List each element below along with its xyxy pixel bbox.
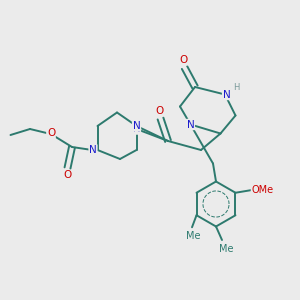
Text: N: N: [223, 89, 230, 100]
Text: N: N: [187, 119, 194, 130]
Text: O: O: [155, 106, 163, 116]
Text: O: O: [63, 170, 72, 181]
Text: O: O: [179, 55, 187, 65]
Text: OMe: OMe: [251, 185, 274, 195]
Text: Me: Me: [186, 231, 201, 241]
Text: H: H: [233, 82, 240, 91]
Text: Me: Me: [219, 244, 234, 254]
Text: N: N: [89, 145, 97, 155]
Text: N: N: [133, 121, 140, 131]
Text: O: O: [47, 128, 55, 139]
Text: N: N: [133, 124, 140, 134]
